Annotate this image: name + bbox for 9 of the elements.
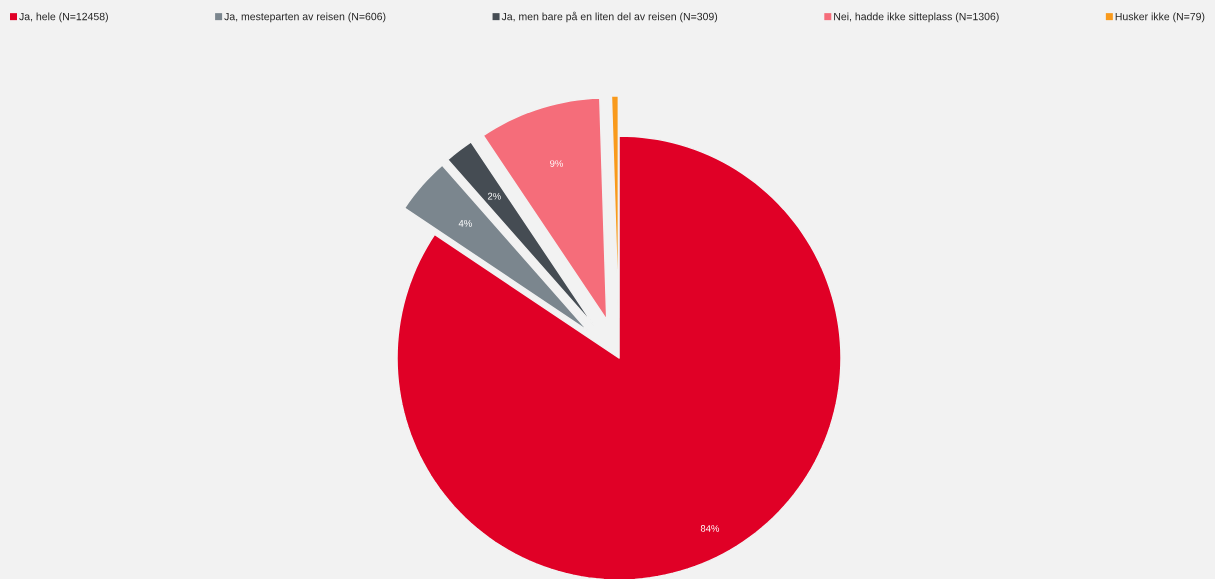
data-label: 84%: [700, 525, 720, 532]
legend-label: Ja, men bare på en liten del av reisen (N=309): [501, 11, 718, 23]
data-label: 2%: [487, 192, 501, 200]
data-label: 9%: [550, 160, 564, 167]
legend-label: Ja, mesteparten av reisen (N=606): [224, 12, 386, 23]
legend-label: Ja, hele (N=12458): [19, 12, 108, 23]
legend-label: Nei, hadde ikke sitteplass (N=1306): [834, 12, 999, 23]
data-label: 4%: [458, 220, 472, 227]
legend-label: Husker ikke (N=79): [1115, 12, 1205, 23]
